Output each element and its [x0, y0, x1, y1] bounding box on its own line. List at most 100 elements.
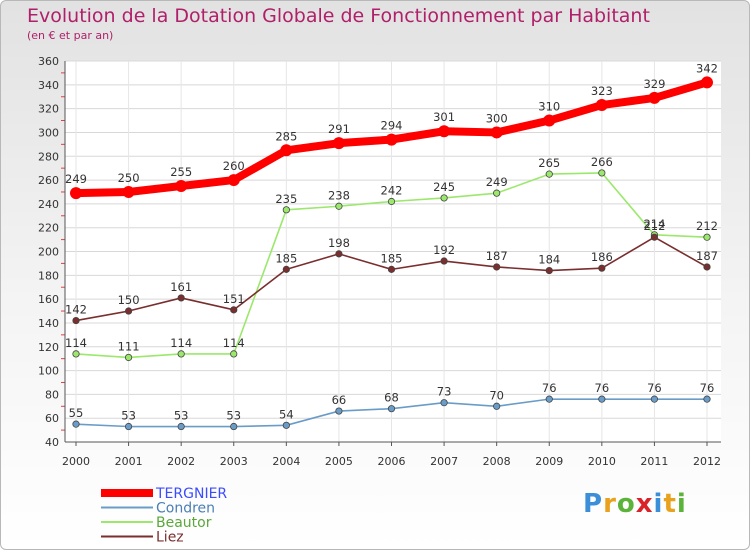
data-label-liez: 150: [118, 293, 140, 307]
data-point-tergnier: [701, 76, 713, 89]
proxiti-logo: Proxiti: [583, 489, 687, 519]
y-tick-label: 340: [38, 79, 59, 92]
data-label-condren: 54: [279, 407, 294, 421]
data-point-liez: [72, 316, 80, 325]
data-point-beautor: [335, 202, 343, 210]
x-tick-label: 2001: [115, 455, 143, 468]
data-label-tergnier: 260: [223, 159, 245, 173]
data-point-tergnier: [385, 133, 398, 146]
y-tick-label: 260: [38, 174, 59, 187]
logo-letter: x: [635, 489, 654, 519]
data-label-beautor: 114: [170, 336, 192, 350]
data-label-beautor: 249: [486, 175, 508, 189]
data-point-condren: [230, 422, 238, 431]
data-point-liez: [230, 306, 238, 314]
data-point-beautor: [598, 169, 606, 177]
data-label-beautor: 245: [433, 180, 455, 194]
data-point-condren: [493, 402, 501, 410]
data-label-tergnier: 294: [381, 119, 403, 133]
data-label-beautor: 214: [643, 217, 665, 231]
data-label-condren: 66: [332, 393, 347, 407]
y-tick-label: 220: [38, 222, 59, 235]
data-point-liez: [124, 307, 133, 315]
data-label-liez: 142: [65, 303, 87, 317]
data-label-condren: 68: [384, 391, 399, 405]
x-tick-label: 2007: [430, 455, 458, 468]
data-label-beautor: 114: [65, 336, 87, 350]
data-point-condren: [282, 421, 290, 429]
x-tick-label: 2005: [325, 455, 353, 468]
data-point-condren: [335, 407, 343, 415]
y-tick-label: 40: [45, 436, 59, 449]
data-label-tergnier: 249: [65, 172, 87, 186]
data-point-tergnier: [543, 114, 556, 127]
data-label-beautor: 238: [328, 188, 350, 202]
data-point-beautor: [282, 206, 290, 214]
data-point-liez: [177, 294, 185, 302]
data-point-liez: [387, 265, 396, 273]
x-tick-label: 2000: [62, 455, 90, 468]
logo-letter: i: [676, 489, 687, 519]
data-point-liez: [440, 257, 448, 265]
data-label-tergnier: 291: [328, 122, 350, 136]
y-tick-label: 300: [38, 126, 59, 139]
data-label-tergnier: 301: [433, 110, 455, 124]
y-tick-label: 60: [45, 412, 59, 425]
logo-letter: P: [583, 489, 604, 519]
data-label-condren: 76: [595, 381, 610, 395]
data-label-tergnier: 250: [118, 171, 140, 185]
data-point-beautor: [387, 197, 396, 206]
data-point-condren: [650, 395, 659, 403]
data-label-beautor: 265: [538, 156, 560, 170]
y-tick-label: 280: [38, 150, 59, 163]
x-tick-label: 2002: [167, 455, 195, 468]
y-tick-label: 180: [38, 269, 59, 282]
data-point-beautor: [545, 170, 553, 178]
y-tick-label: 80: [45, 388, 59, 401]
x-tick-label: 2011: [640, 455, 668, 468]
logo-letter: r: [603, 489, 617, 519]
y-tick-label: 360: [38, 55, 59, 68]
y-tick-label: 160: [38, 293, 59, 306]
data-point-liez: [703, 263, 711, 271]
data-label-liez: 212: [643, 219, 665, 233]
data-label-liez: 185: [381, 251, 403, 265]
data-label-condren: 70: [489, 388, 504, 402]
data-point-liez: [598, 264, 606, 272]
data-label-liez: 161: [170, 280, 192, 294]
data-label-condren: 76: [542, 381, 557, 395]
data-point-condren: [703, 395, 711, 403]
data-label-liez: 192: [433, 243, 455, 257]
data-point-tergnier: [490, 126, 503, 139]
chart-title: Evolution de la Dotation Globale de Fonc…: [27, 5, 650, 27]
data-point-beautor: [72, 350, 80, 358]
data-label-beautor: 235: [275, 192, 297, 206]
data-point-beautor: [124, 353, 133, 362]
x-tick-label: 2010: [588, 455, 616, 468]
data-label-beautor: 266: [591, 155, 613, 169]
data-label-tergnier: 342: [696, 61, 718, 75]
data-point-condren: [598, 395, 606, 403]
data-point-liez: [545, 266, 553, 275]
data-label-condren: 53: [121, 409, 136, 423]
data-point-liez: [650, 233, 659, 241]
x-tick-label: 2009: [535, 455, 563, 468]
x-tick-label: 2003: [220, 455, 248, 468]
legend-label-condren: Condren: [156, 501, 215, 517]
data-label-tergnier: 255: [170, 165, 192, 179]
y-tick-label: 100: [38, 365, 59, 378]
x-tick-label: 2008: [483, 455, 511, 468]
data-point-tergnier: [227, 174, 240, 187]
data-label-condren: 53: [174, 409, 189, 423]
y-tick-label: 320: [38, 103, 59, 116]
data-point-beautor: [493, 189, 501, 197]
y-tick-label: 240: [38, 198, 59, 211]
x-tick-label: 2004: [272, 455, 300, 468]
data-label-beautor: 212: [696, 219, 718, 233]
data-label-condren: 53: [226, 409, 241, 423]
data-label-liez: 186: [591, 250, 613, 264]
y-tick-label: 120: [38, 341, 59, 354]
data-point-liez: [335, 250, 343, 258]
y-tick-label: 140: [38, 317, 59, 330]
